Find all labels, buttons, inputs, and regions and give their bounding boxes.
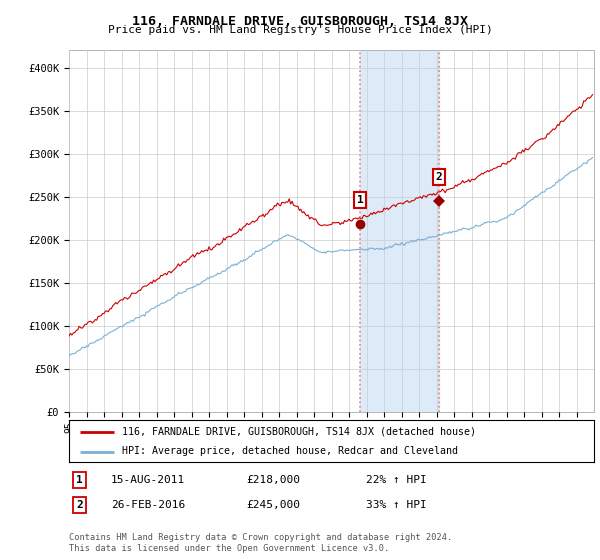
Text: 116, FARNDALE DRIVE, GUISBOROUGH, TS14 8JX (detached house): 116, FARNDALE DRIVE, GUISBOROUGH, TS14 8…: [121, 427, 476, 437]
Text: 116, FARNDALE DRIVE, GUISBOROUGH, TS14 8JX: 116, FARNDALE DRIVE, GUISBOROUGH, TS14 8…: [132, 15, 468, 27]
Text: £245,000: £245,000: [246, 500, 300, 510]
Text: 15-AUG-2011: 15-AUG-2011: [111, 475, 185, 485]
Text: 2: 2: [76, 500, 83, 510]
Text: HPI: Average price, detached house, Redcar and Cleveland: HPI: Average price, detached house, Redc…: [121, 446, 458, 456]
Text: £218,000: £218,000: [246, 475, 300, 485]
Text: 1: 1: [76, 475, 83, 485]
Text: 26-FEB-2016: 26-FEB-2016: [111, 500, 185, 510]
Text: Contains HM Land Registry data © Crown copyright and database right 2024.
This d: Contains HM Land Registry data © Crown c…: [69, 533, 452, 553]
Text: 22% ↑ HPI: 22% ↑ HPI: [366, 475, 427, 485]
Text: 33% ↑ HPI: 33% ↑ HPI: [366, 500, 427, 510]
Bar: [360, 50, 439, 412]
Text: Price paid vs. HM Land Registry's House Price Index (HPI): Price paid vs. HM Land Registry's House …: [107, 25, 493, 35]
Text: 2: 2: [436, 172, 443, 182]
Text: 1: 1: [356, 195, 364, 205]
